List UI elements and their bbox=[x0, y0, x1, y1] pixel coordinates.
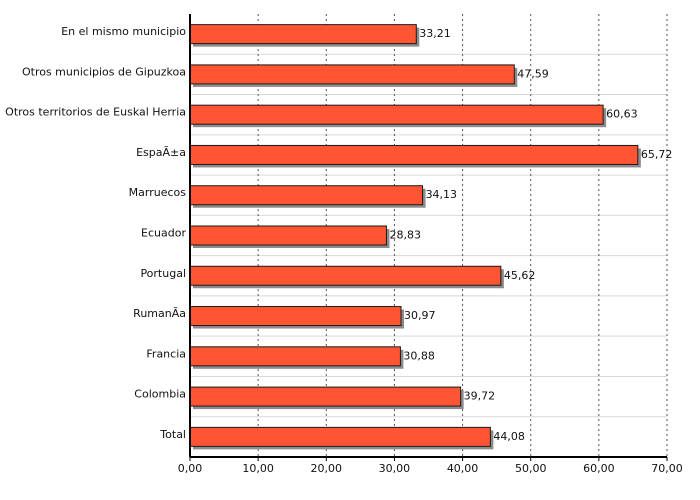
value-label: 39,72 bbox=[464, 390, 496, 403]
value-labels: 33,21 47,59 60,63 65,72 34,13 28,83 45,62 30,97… bbox=[389, 27, 672, 443]
category-labels: En el mismo municipio Otros municipios de… bbox=[5, 25, 186, 441]
x-axis-ticks: 0,00 10,00 20,00 30,00 40,00 50,00 60,00 70,00 bbox=[178, 457, 683, 475]
category-label: Otros territorios de Euskal Herria bbox=[5, 106, 186, 119]
value-label: 45,62 bbox=[504, 269, 535, 282]
bar bbox=[189, 346, 401, 367]
bar bbox=[189, 225, 387, 246]
bars bbox=[189, 24, 641, 450]
category-label: En el mismo municipio bbox=[61, 25, 186, 38]
value-label: 65,72 bbox=[641, 148, 673, 161]
category-label: Portugal bbox=[140, 267, 186, 280]
value-label: 47,59 bbox=[517, 67, 549, 80]
x-tick-label: 10,00 bbox=[242, 462, 274, 475]
x-tick-label: 0,00 bbox=[178, 462, 203, 475]
category-label: Ecuador bbox=[141, 227, 186, 240]
x-tick-label: 40,00 bbox=[447, 462, 479, 475]
value-label: 60,63 bbox=[606, 108, 638, 121]
category-label: RumanÃ­a bbox=[133, 307, 186, 320]
value-label: 33,21 bbox=[419, 27, 451, 40]
value-label: 44,08 bbox=[493, 430, 525, 443]
x-tick-label: 20,00 bbox=[311, 462, 343, 475]
category-label: EspaÃ±a bbox=[136, 146, 186, 159]
value-label: 28,83 bbox=[389, 229, 421, 242]
value-label: 30,97 bbox=[404, 309, 436, 322]
bar bbox=[189, 144, 639, 165]
bar bbox=[189, 306, 402, 327]
bar bbox=[189, 185, 424, 206]
row-separators bbox=[190, 53, 667, 418]
category-label: Total bbox=[159, 428, 186, 441]
category-label: Francia bbox=[146, 347, 186, 360]
x-tick-label: 30,00 bbox=[379, 462, 411, 475]
x-tick-label: 50,00 bbox=[515, 462, 547, 475]
bar bbox=[189, 104, 604, 125]
bar bbox=[189, 426, 491, 447]
bar bbox=[189, 265, 502, 286]
bar bbox=[189, 386, 462, 407]
bar bbox=[189, 24, 417, 45]
category-label: Marruecos bbox=[129, 186, 187, 199]
category-label: Otros municipios de Gipuzkoa bbox=[22, 65, 186, 78]
x-tick-label: 60,00 bbox=[583, 462, 615, 475]
bar bbox=[189, 64, 515, 85]
x-tick-label: 70,00 bbox=[651, 462, 683, 475]
axes bbox=[189, 14, 667, 458]
value-label: 34,13 bbox=[426, 188, 458, 201]
value-label: 30,88 bbox=[403, 349, 435, 362]
category-label: Colombia bbox=[134, 388, 186, 401]
